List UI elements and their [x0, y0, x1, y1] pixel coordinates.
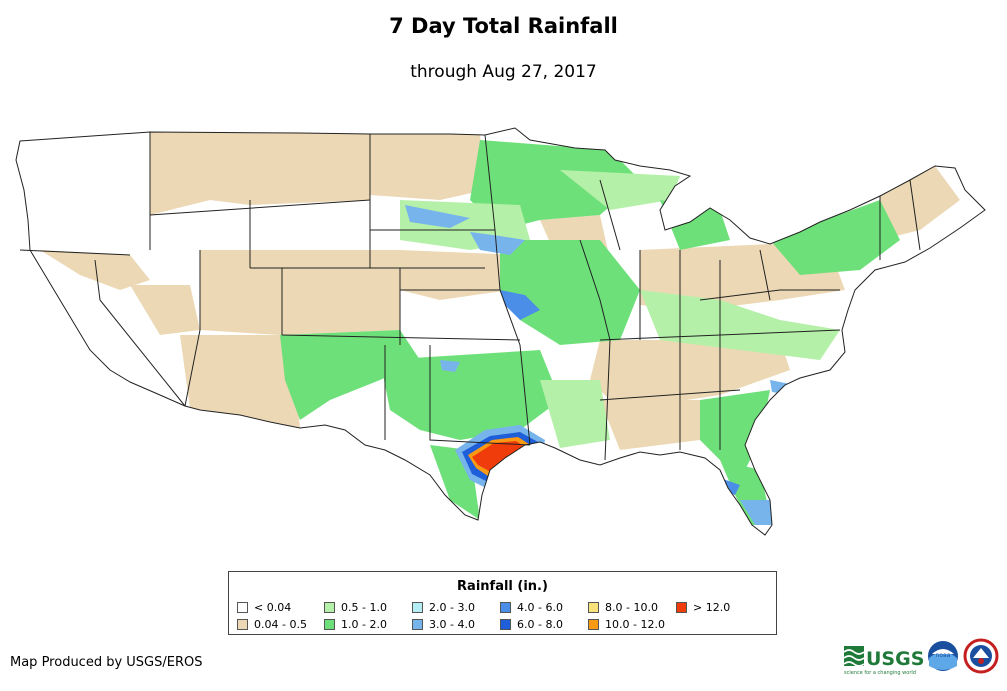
noaa-label: noaa [936, 652, 951, 659]
legend-item: 4.0 - 6.0 [500, 601, 563, 615]
legend-item: 2.0 - 3.0 [412, 601, 475, 615]
nws-seal-icon [963, 638, 999, 674]
legend-label: 3.0 - 4.0 [429, 618, 475, 631]
legend-label: 0.04 - 0.5 [254, 618, 307, 631]
legend-label: 1.0 - 2.0 [341, 618, 387, 631]
usgs-logo-icon: USGS science for a changing world [843, 646, 924, 676]
legend-swatch [500, 619, 511, 630]
legend-swatch [324, 602, 335, 613]
legend-label: 10.0 - 12.0 [605, 618, 665, 631]
legend-item: 10.0 - 12.0 [588, 618, 665, 632]
legend-swatch [324, 619, 335, 630]
legend-swatch [588, 602, 599, 613]
noaa-logo-icon: noaa [928, 641, 958, 671]
map-subtitle: through Aug 27, 2017 [410, 62, 597, 82]
legend-title: Rainfall (in.) [457, 579, 548, 594]
legend-item: 0.04 - 0.5 [237, 618, 307, 632]
legend-item: 8.0 - 10.0 [588, 601, 658, 615]
legend-box: Rainfall (in.) < 0.04 0.04 - 0.5 0.5 - 1… [228, 571, 777, 635]
legend-swatch [412, 619, 423, 630]
legend-swatch [237, 619, 248, 630]
legend-label: 6.0 - 8.0 [517, 618, 563, 631]
legend-item: 1.0 - 2.0 [324, 618, 387, 632]
legend-label: 2.0 - 3.0 [429, 601, 475, 614]
state-boundaries [15, 127, 986, 536]
legend-swatch [588, 619, 599, 630]
legend-item: > 12.0 [676, 601, 730, 615]
map-credit: Map Produced by USGS/EROS [10, 655, 203, 670]
legend-label: > 12.0 [693, 601, 731, 614]
legend-item: < 0.04 [237, 601, 291, 615]
usgs-tagline: science for a changing world [844, 670, 916, 676]
legend-item: 6.0 - 8.0 [500, 618, 563, 632]
legend-label: 8.0 - 10.0 [605, 601, 658, 614]
legend-swatch [500, 602, 511, 613]
legend-label: 4.0 - 6.0 [517, 601, 563, 614]
usgs-wordmark: USGS [866, 648, 924, 670]
legend-label: < 0.04 [254, 601, 292, 614]
legend-swatch [237, 602, 248, 613]
legend-item: 0.5 - 1.0 [324, 601, 387, 615]
map-title: 7 Day Total Rainfall [389, 14, 618, 38]
legend-swatch [676, 602, 687, 613]
agency-logos: USGS science for a changing world noaa [843, 638, 999, 676]
legend-item: 3.0 - 4.0 [412, 618, 475, 632]
legend-label: 0.5 - 1.0 [341, 601, 387, 614]
legend-swatch [412, 602, 423, 613]
